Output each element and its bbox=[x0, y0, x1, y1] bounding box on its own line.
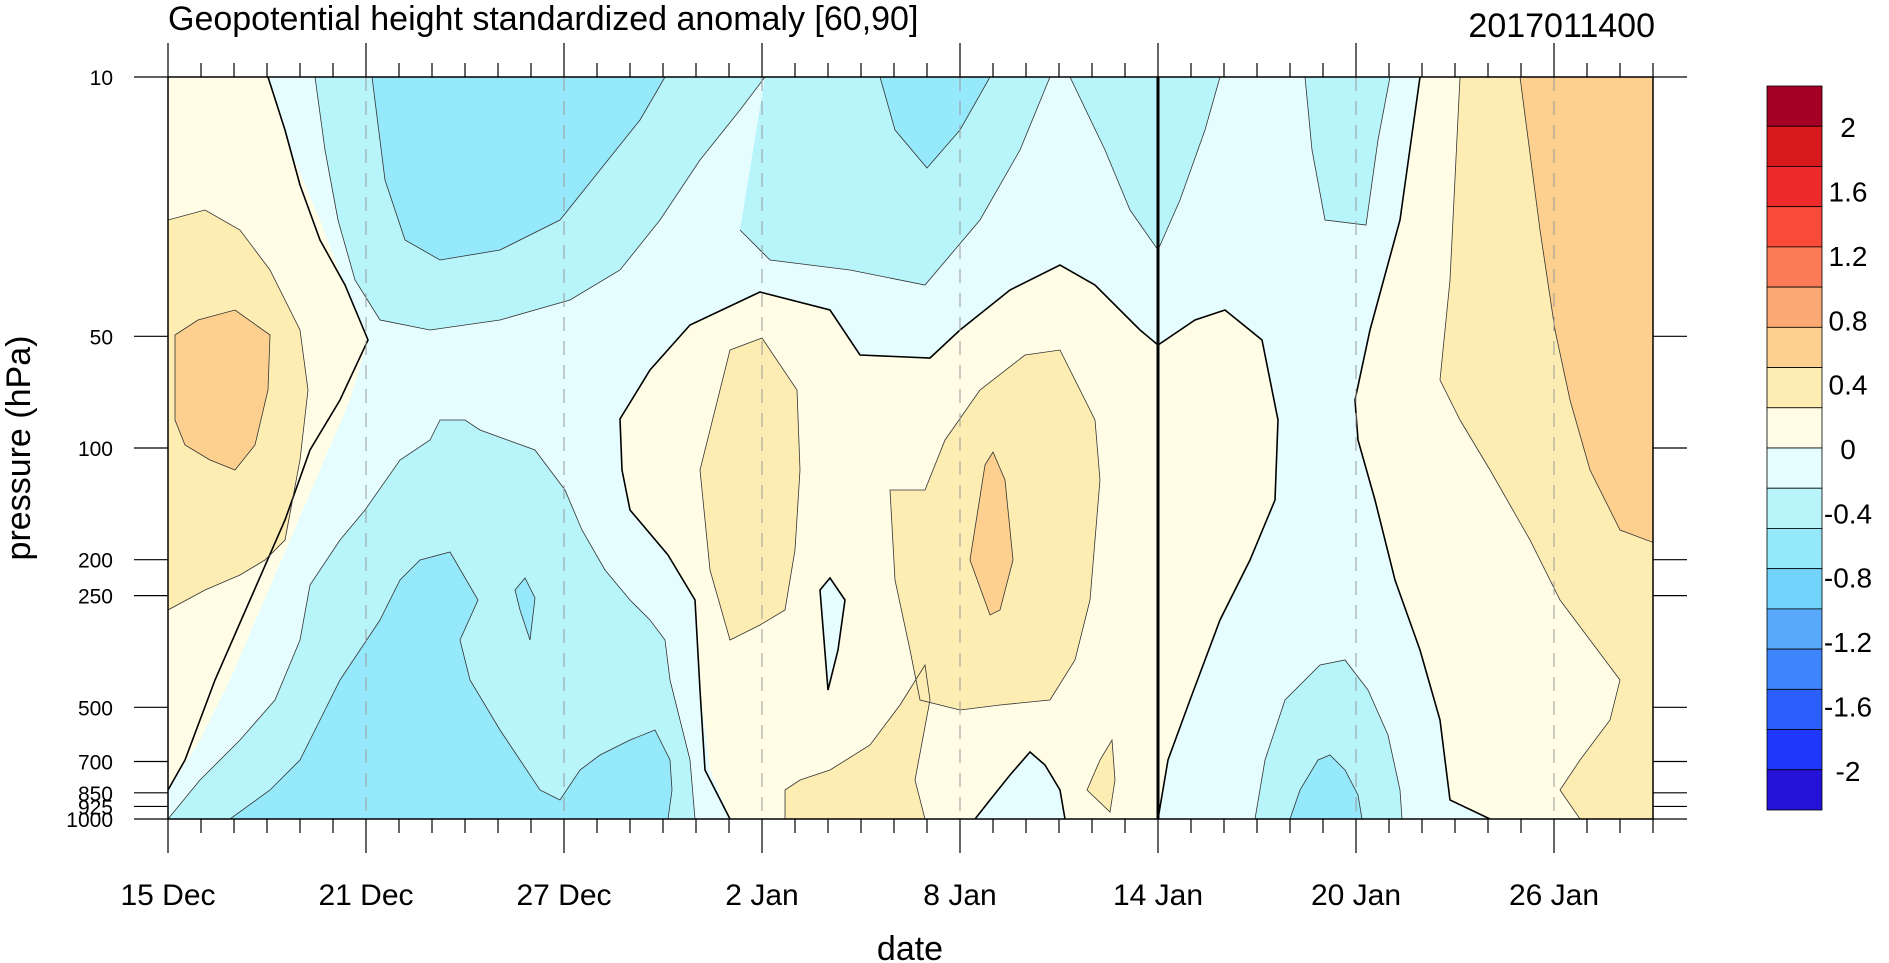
contour-line-pos-bottom-right bbox=[1086, 738, 1116, 813]
y-tick-label: 250 bbox=[78, 586, 113, 609]
colorbar-label: 0 bbox=[1840, 434, 1856, 465]
y-tick-label: 50 bbox=[90, 326, 113, 349]
y-tick-label: 500 bbox=[78, 697, 113, 720]
contour-line-pos-bottom bbox=[784, 663, 931, 819]
colorbar-segment bbox=[1766, 769, 1823, 811]
contour-line-neg-upper-small bbox=[879, 77, 991, 169]
contour-region-neg-4-8-jan20-top bbox=[1305, 77, 1390, 225]
contour-region-neg-4-8-jan20-bottom bbox=[1255, 660, 1402, 819]
contour-region-neg-8-12-upper-small bbox=[880, 77, 990, 168]
contour-line-neg-top-inner bbox=[371, 77, 666, 261]
chart-title: Geopotential height standardized anomaly… bbox=[168, 0, 918, 38]
colorbar-segment bbox=[1766, 528, 1823, 570]
colorbar-segment bbox=[1766, 166, 1823, 208]
y-tick-label: 850 bbox=[78, 783, 113, 806]
contour-line-neg-jan20-top bbox=[1304, 77, 1391, 226]
contour-region-neg-8-12-small bbox=[515, 578, 535, 640]
contour-region-pos-0-4-right-jan14 bbox=[1158, 310, 1278, 819]
contour-line-pos-left-inner bbox=[174, 309, 271, 471]
contour-line-pos-right bbox=[1439, 77, 1621, 819]
colorbar-segment bbox=[1766, 326, 1823, 368]
contour-line-zero-central bbox=[619, 264, 1279, 819]
x-tick-label: 8 Jan bbox=[923, 879, 996, 912]
contour-region-neg-4-8-upper bbox=[740, 77, 1050, 285]
x-axis-label: date bbox=[877, 930, 943, 963]
y-tick-label: 10 bbox=[90, 67, 113, 90]
x-tick-label: 21 Dec bbox=[318, 879, 413, 912]
contour-line-pos-8jan-inner bbox=[969, 451, 1014, 616]
colorbar-label: -0.4 bbox=[1824, 498, 1872, 529]
contour-region-neg-4-8-jan14 bbox=[1070, 77, 1220, 250]
contour-line-neg-jan20-bottom-inner bbox=[1289, 754, 1363, 819]
colorbar-label: 2 bbox=[1840, 112, 1856, 143]
colorbar-segment bbox=[1766, 487, 1823, 529]
colorbar-label: 1.6 bbox=[1829, 177, 1868, 208]
colorbar-segment bbox=[1766, 407, 1823, 449]
y-tick-label: 1000 bbox=[66, 809, 113, 832]
contour-line-pos-left-blob bbox=[168, 209, 309, 611]
colorbar-label: 0.4 bbox=[1829, 370, 1868, 401]
contour-line-pos-8jan bbox=[889, 349, 1101, 711]
colorbar-segment bbox=[1766, 206, 1823, 248]
x-tick-label: 14 Jan bbox=[1113, 879, 1203, 912]
x-tick-label: 20 Jan bbox=[1311, 879, 1401, 912]
colorbar-label: -1.6 bbox=[1824, 691, 1872, 722]
colorbar-segment bbox=[1766, 688, 1823, 730]
contour-line-neg-upper-jan bbox=[739, 77, 1051, 286]
contour-region-pos-4-8-bottom bbox=[785, 665, 930, 819]
contour-line-pos-central-blob bbox=[699, 337, 801, 641]
colorbar-segment bbox=[1766, 648, 1823, 690]
colorbar-segment bbox=[1766, 85, 1823, 127]
colorbar-segment bbox=[1766, 568, 1823, 610]
y-tick-label: 700 bbox=[78, 752, 113, 775]
contour-line-neg-bottom-inner bbox=[229, 551, 673, 819]
contour-region-neg-8-12-top bbox=[372, 77, 665, 260]
plot-area bbox=[168, 77, 1653, 819]
y-tick-label: 200 bbox=[78, 550, 113, 573]
contour-region-neg-small-12jan bbox=[975, 752, 1065, 819]
date-gridlines bbox=[365, 77, 1555, 819]
contour-region-neg-8-12-jan20-bottom bbox=[1290, 755, 1362, 819]
contour-fills bbox=[168, 77, 1653, 819]
contour-line-small-4jan bbox=[819, 576, 846, 691]
colorbar-label: -2 bbox=[1836, 756, 1861, 787]
colorbar-segment bbox=[1766, 729, 1823, 771]
contour-lines bbox=[168, 77, 1653, 819]
contour-region-pos-8-12-right bbox=[1520, 77, 1653, 543]
contour-line-neg-jan20-bottom bbox=[1254, 659, 1403, 819]
contour-line-neg-bottom bbox=[168, 419, 696, 819]
colorbar-segment bbox=[1766, 286, 1823, 328]
chart-date-label: 2017011400 bbox=[1468, 7, 1655, 45]
contour-region-pos-4-8-central bbox=[700, 338, 800, 640]
contour-line-zero-right bbox=[1354, 77, 1491, 819]
colorbar-segment bbox=[1766, 447, 1823, 489]
contour-region-pos-4-8-bottom-right bbox=[1087, 740, 1115, 812]
contour-line-zero-left bbox=[168, 77, 369, 791]
colorbar-segment bbox=[1766, 608, 1823, 650]
contour-region-neg-8-12-bottom bbox=[230, 552, 672, 819]
contour-line-neg-top bbox=[314, 77, 766, 331]
x-tick-label: 15 Dec bbox=[120, 879, 215, 912]
colorbar-segment bbox=[1766, 246, 1823, 288]
x-tick-label: 27 Dec bbox=[516, 879, 611, 912]
y-tick-label: 925 bbox=[78, 796, 113, 819]
colorbar-label: -1.2 bbox=[1824, 627, 1872, 658]
x-axis: 15 Dec 21 Dec 27 Dec 2 Jan 8 Jan 14 Jan 20 Jan… bbox=[120, 43, 1654, 912]
x-tick-label: 26 Jan bbox=[1509, 879, 1599, 912]
x-tick-label: 2 Jan bbox=[725, 879, 798, 912]
colorbar-segment bbox=[1766, 367, 1823, 409]
colorbar-segment bbox=[1766, 125, 1823, 167]
contour-line-pos-right-inner bbox=[1519, 77, 1653, 543]
contour-line-neg-small-dot bbox=[514, 577, 536, 641]
colorbar: 2 1.6 1.2 0.8 0.4 0 -0.4 -0.8 -1.2 -1.6 -2 bbox=[1766, 85, 1872, 811]
colorbar-label: 1.2 bbox=[1829, 241, 1868, 272]
colorbar-label: -0.8 bbox=[1824, 563, 1872, 594]
y-tick-label: 100 bbox=[78, 438, 113, 461]
y-axis-label: pressure (hPa) bbox=[0, 336, 38, 561]
contour-region-pos-8-12 bbox=[175, 310, 270, 470]
contour-line-small-12jan bbox=[974, 750, 1066, 819]
colorbar-label: 0.8 bbox=[1829, 305, 1868, 336]
